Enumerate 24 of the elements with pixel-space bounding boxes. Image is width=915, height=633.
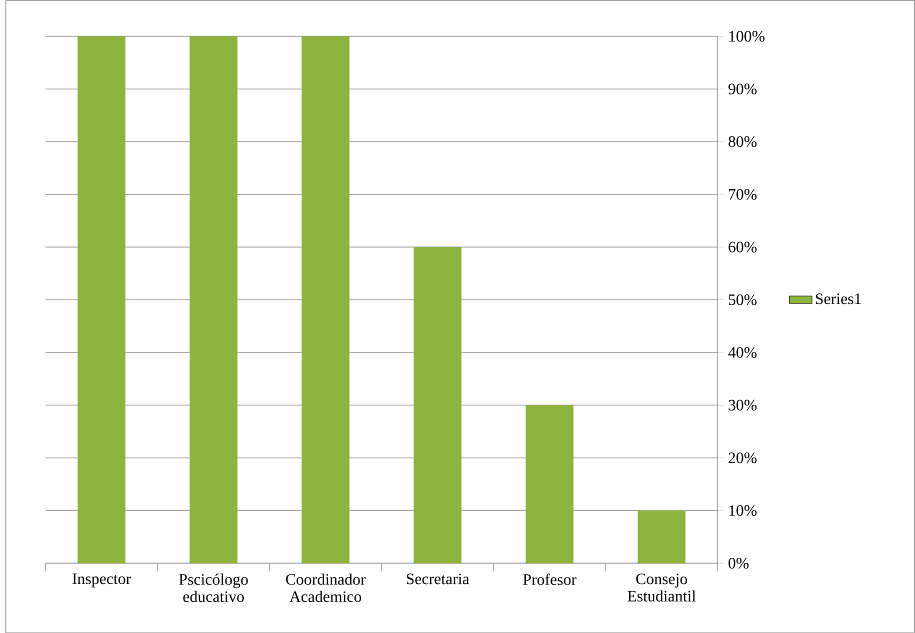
bar bbox=[190, 36, 238, 564]
bar bbox=[414, 246, 462, 564]
y-tick-label: 10% bbox=[729, 504, 757, 516]
y-tick-label: 30% bbox=[728, 400, 757, 410]
legend-label: Series1 bbox=[816, 293, 861, 304]
y-tick-label: 40% bbox=[728, 346, 757, 358]
x-tick-label: Pscicólogo educativo bbox=[179, 573, 248, 602]
y-tick-label: 60% bbox=[728, 242, 757, 252]
bar bbox=[302, 36, 350, 564]
x-tick-label: Profesor bbox=[523, 573, 576, 585]
bar bbox=[526, 404, 574, 564]
y-tick-label: 70% bbox=[729, 188, 757, 200]
bar bbox=[638, 510, 686, 564]
y-tick-label: 100% bbox=[729, 30, 765, 42]
x-tick-label: Inspector bbox=[72, 573, 131, 588]
y-tick-label: 0% bbox=[728, 558, 749, 568]
y-tick-label: 20% bbox=[728, 452, 757, 464]
y-tick-label: 90% bbox=[728, 83, 757, 94]
x-tick-label: Coordinador Academico bbox=[286, 573, 366, 602]
y-tick-label: 80% bbox=[728, 136, 757, 147]
x-tick-label: Secretaria bbox=[406, 573, 470, 584]
y-tick-label: 50% bbox=[728, 294, 757, 305]
bar bbox=[78, 36, 126, 564]
x-tick-label: Consejo Estudiantil bbox=[628, 573, 696, 602]
